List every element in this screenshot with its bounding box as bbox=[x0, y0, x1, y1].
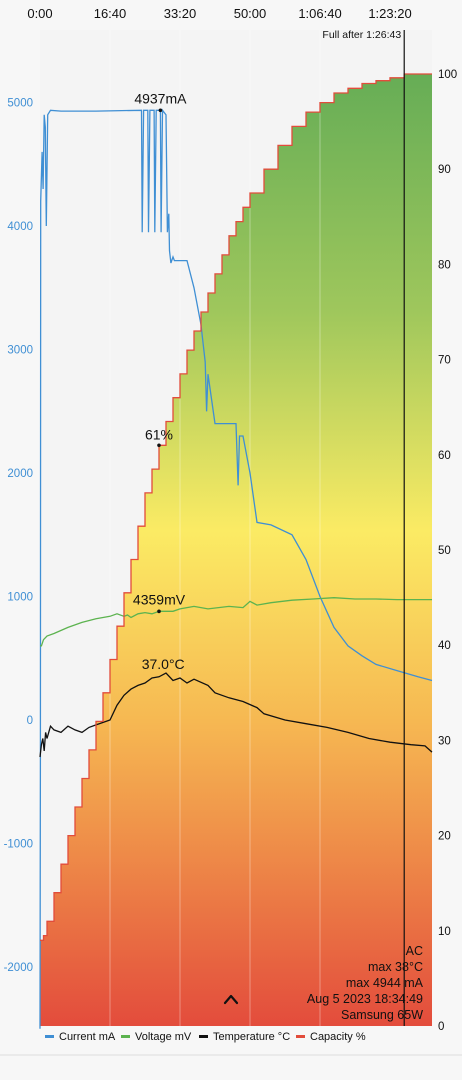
legend-swatch-current bbox=[45, 1035, 54, 1038]
info-max-current: max 4944 mA bbox=[346, 976, 424, 990]
legend-swatch-temperature bbox=[199, 1035, 208, 1038]
right-tick-label: 60 bbox=[438, 450, 451, 462]
capacity-mid-label: 61% bbox=[145, 426, 173, 442]
left-tick-label: 5000 bbox=[7, 98, 33, 110]
legend-voltage: Voltage mV bbox=[135, 1031, 192, 1043]
info-box: AC max 38°C max 4944 mA Aug 5 2023 18:34… bbox=[307, 944, 424, 1022]
info-date: Aug 5 2023 18:34:49 bbox=[307, 992, 423, 1006]
info-max-temp: max 38°C bbox=[368, 960, 423, 974]
x-tick-label: 16:40 bbox=[94, 6, 127, 21]
right-tick-label: 20 bbox=[438, 831, 451, 843]
info-source: AC bbox=[406, 944, 423, 958]
right-tick-label: 40 bbox=[438, 640, 451, 652]
right-tick-label: 50 bbox=[438, 545, 451, 557]
legend-capacity: Capacity % bbox=[310, 1031, 366, 1043]
legend-temperature: Temperature °C bbox=[213, 1031, 290, 1043]
capacity-area bbox=[40, 74, 432, 1026]
right-tick-label: 100 bbox=[438, 69, 457, 81]
left-tick-label: 4000 bbox=[7, 221, 33, 233]
right-tick-label: 30 bbox=[438, 735, 451, 747]
left-tick-label: -1000 bbox=[4, 839, 33, 851]
voltage-label: 4359mV bbox=[133, 591, 186, 607]
current-axis: 5000 4000 3000 2000 1000 0 -1000 -2000 bbox=[4, 98, 33, 975]
current-max-label: 4937mA bbox=[134, 90, 187, 106]
right-tick-label: 90 bbox=[438, 164, 451, 176]
x-tick-label: 50:00 bbox=[234, 6, 267, 21]
legend-swatch-capacity bbox=[296, 1035, 305, 1038]
time-axis: 0:00 16:40 33:20 50:00 1:06:40 1:23:20 bbox=[27, 6, 411, 21]
capacity-mid-point bbox=[157, 443, 161, 448]
temperature-label: 37.0°C bbox=[142, 656, 185, 672]
left-tick-label: 1000 bbox=[7, 592, 33, 604]
temperature-line bbox=[39, 672, 433, 758]
right-tick-label: 70 bbox=[438, 355, 451, 367]
left-tick-label: -2000 bbox=[4, 962, 33, 974]
capacity-line bbox=[40, 73, 432, 941]
legend-swatch-voltage bbox=[121, 1035, 130, 1038]
x-tick-label: 33:20 bbox=[164, 6, 197, 21]
full-after-label: Full after 1:26:43 bbox=[322, 29, 401, 41]
info-charger: Samsung 65W bbox=[341, 1008, 423, 1022]
voltage-point bbox=[157, 609, 161, 614]
right-tick-label: 0 bbox=[438, 1021, 444, 1033]
x-tick-label: 1:06:40 bbox=[298, 6, 341, 21]
x-tick-label: 1:23:20 bbox=[368, 6, 411, 21]
legend: Current mA Voltage mV Temperature °C Cap… bbox=[45, 1031, 366, 1043]
right-tick-label: 80 bbox=[438, 259, 451, 271]
current-max-point bbox=[158, 108, 163, 113]
legend-current: Current mA bbox=[59, 1031, 116, 1043]
x-tick-label: 0:00 bbox=[27, 6, 52, 21]
chevron-up-icon[interactable] bbox=[223, 994, 239, 1005]
left-tick-label: 0 bbox=[27, 715, 33, 727]
left-tick-label: 2000 bbox=[7, 468, 33, 480]
right-tick-label: 10 bbox=[438, 926, 451, 938]
left-tick-label: 3000 bbox=[7, 345, 33, 357]
current-line bbox=[39, 108, 433, 1029]
